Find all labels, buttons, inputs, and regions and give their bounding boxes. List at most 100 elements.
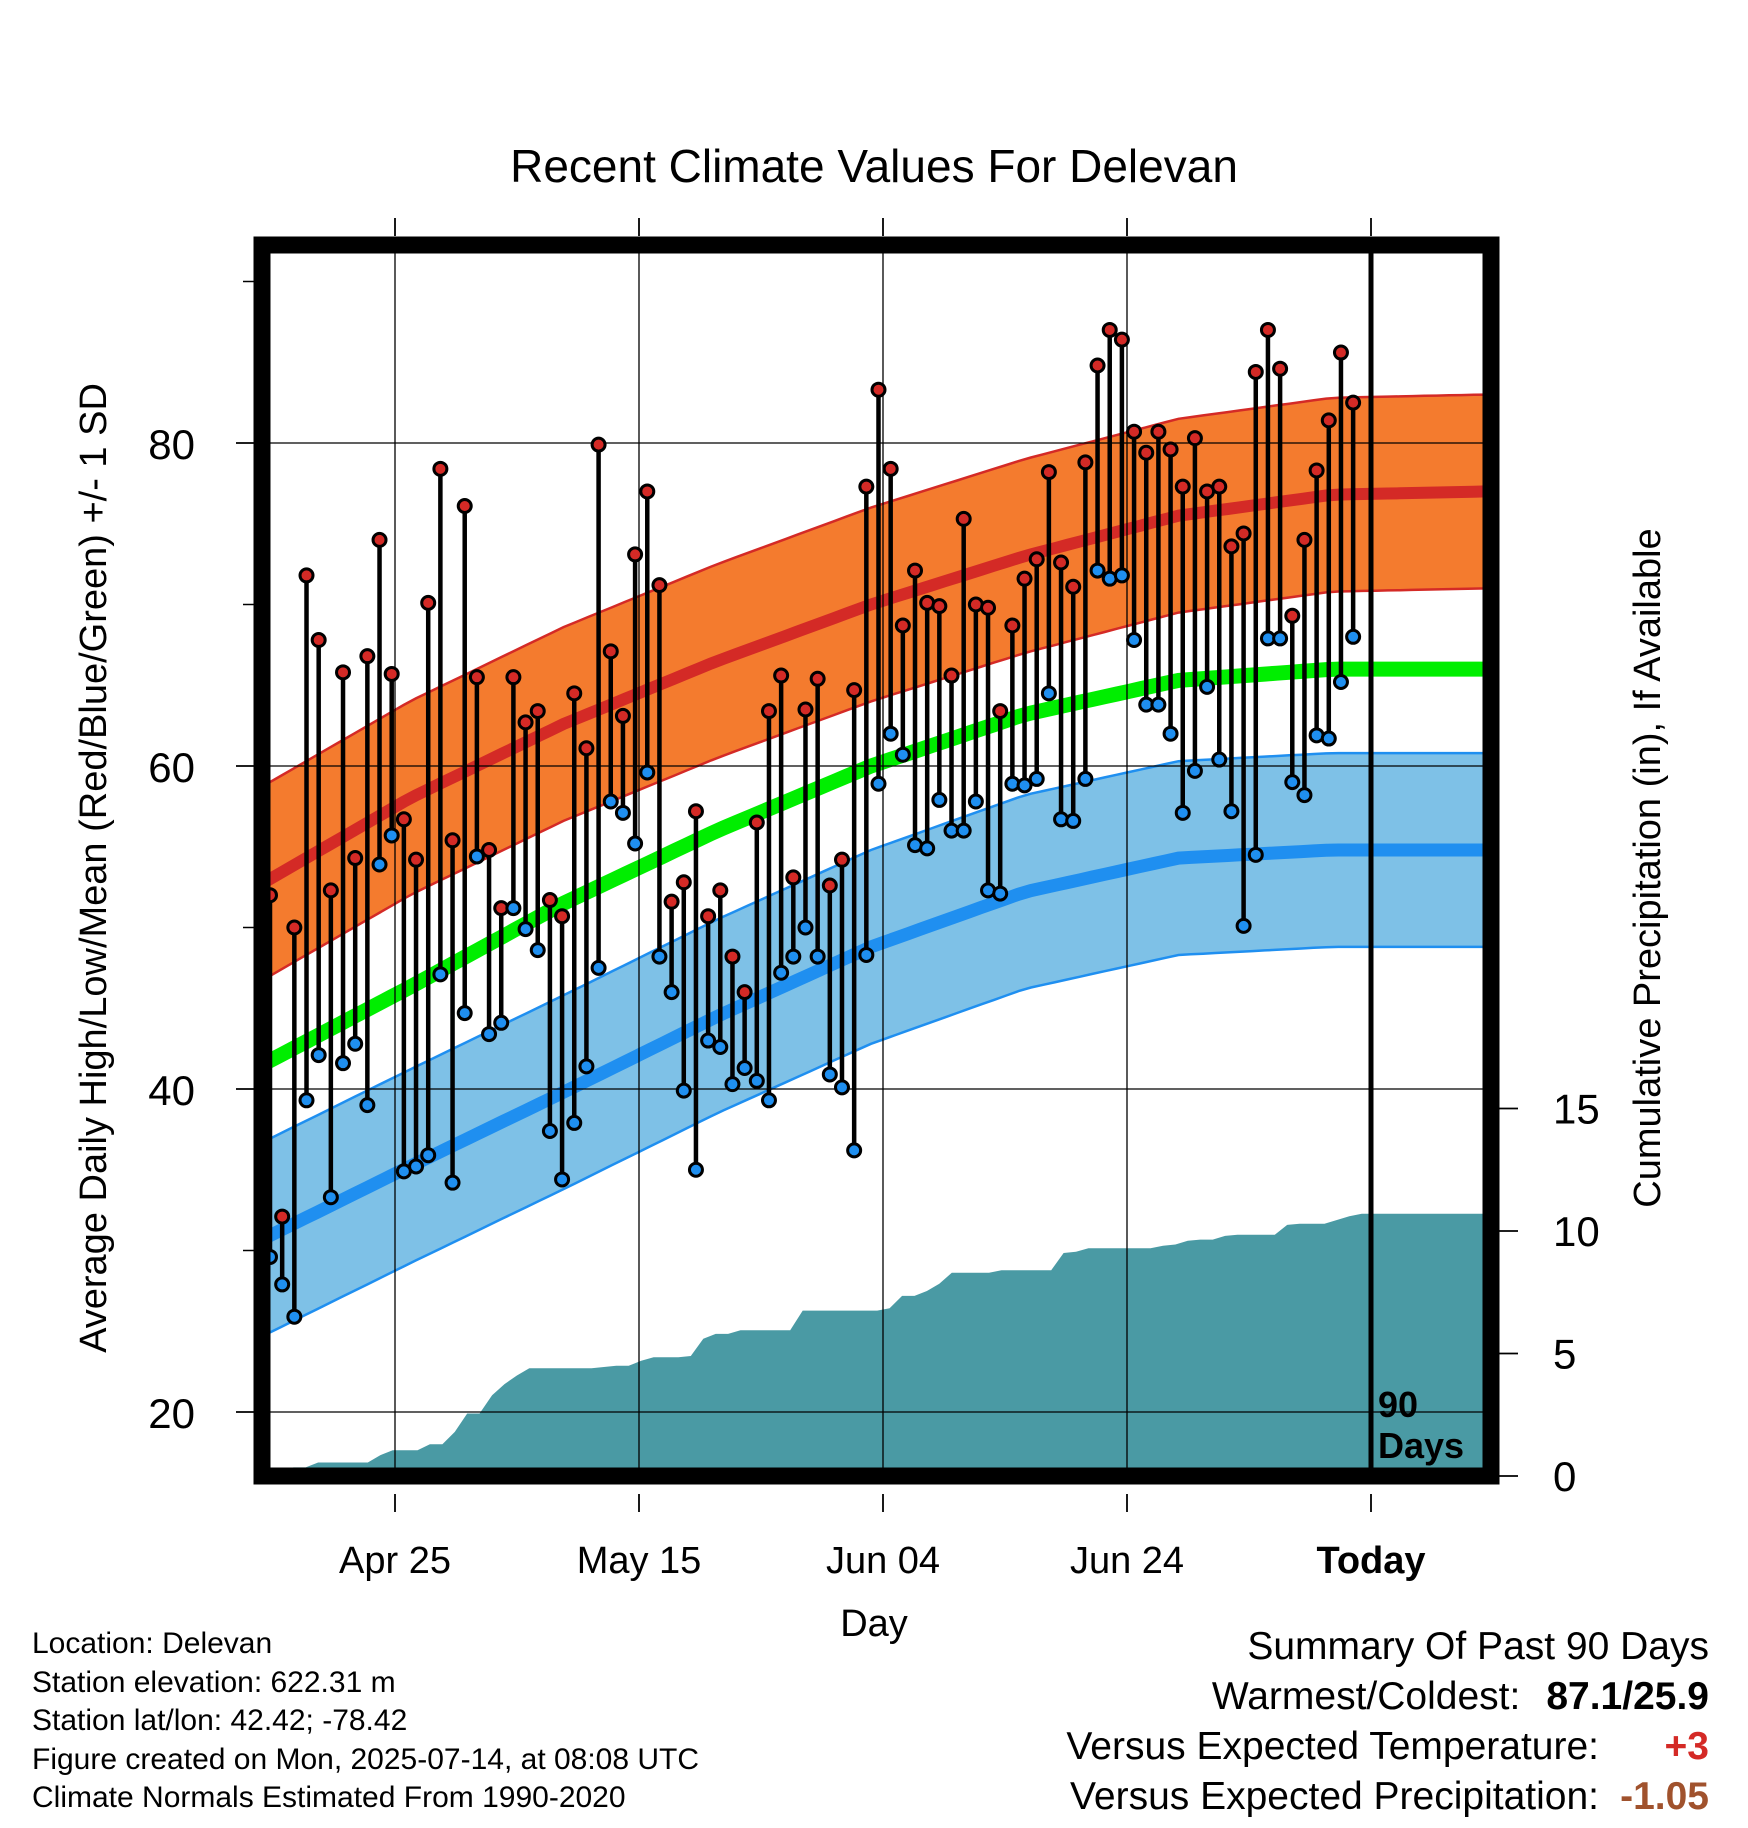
daily-high-point bbox=[651, 577, 668, 594]
daily-low-point bbox=[700, 1032, 717, 1049]
daily-high-point bbox=[298, 567, 315, 584]
daily-low-point bbox=[1272, 630, 1289, 647]
daily-low-point bbox=[967, 793, 984, 810]
daily-low-point bbox=[833, 1079, 850, 1096]
daily-high-point bbox=[286, 919, 303, 936]
today-days-number: 90 bbox=[1378, 1384, 1418, 1425]
precip-area bbox=[256, 1213, 1486, 1476]
summary-warmest-value: 87.1/25.9 bbox=[1546, 1675, 1709, 1718]
daily-low-point bbox=[1040, 685, 1057, 702]
daily-high-point bbox=[1345, 394, 1362, 411]
info-normals: Climate Normals Estimated From 1990-2020 bbox=[32, 1781, 626, 1814]
summary-warmest-row: Warmest/Coldest: 87.1/25.9 bbox=[1066, 1672, 1709, 1722]
daily-low-point bbox=[1247, 846, 1264, 863]
daily-low-point bbox=[687, 1161, 704, 1178]
daily-high-point bbox=[274, 1208, 291, 1225]
daily-high-point bbox=[554, 908, 571, 925]
daily-low-point bbox=[919, 840, 936, 857]
daily-high-point bbox=[833, 851, 850, 868]
daily-low-point bbox=[1345, 628, 1362, 645]
daily-high-point bbox=[1174, 478, 1191, 495]
daily-low-point bbox=[566, 1114, 583, 1131]
daily-low-point bbox=[1235, 917, 1252, 934]
daily-low-point bbox=[675, 1082, 692, 1099]
daily-high-point bbox=[809, 670, 826, 687]
daily-high-point bbox=[566, 685, 583, 702]
daily-low-point bbox=[1065, 812, 1082, 829]
info-location: Location: Delevan bbox=[32, 1627, 273, 1660]
y2-tick-label: 0 bbox=[1553, 1453, 1576, 1500]
daily-high-point bbox=[1259, 321, 1276, 338]
daily-high-point bbox=[1138, 444, 1155, 461]
daily-high-point bbox=[1284, 607, 1301, 624]
daily-low-point bbox=[870, 775, 887, 792]
daily-high-point bbox=[456, 497, 473, 514]
daily-high-point bbox=[1332, 344, 1349, 361]
daily-low-point bbox=[420, 1147, 437, 1164]
daily-high-point bbox=[894, 617, 911, 634]
daily-low-point bbox=[663, 984, 680, 1001]
daily-high-point bbox=[1150, 423, 1167, 440]
daily-low-point bbox=[335, 1055, 352, 1072]
daily-low-point bbox=[347, 1035, 364, 1052]
daily-high-point bbox=[310, 632, 327, 649]
daily-low-point bbox=[1332, 674, 1349, 691]
daily-high-point bbox=[1186, 430, 1203, 447]
daily-high-point bbox=[870, 381, 887, 398]
daily-low-point bbox=[821, 1066, 838, 1083]
daily-low-point bbox=[286, 1308, 303, 1325]
x-tick-label: Jun 24 bbox=[1070, 1540, 1184, 1582]
daily-high-point bbox=[1040, 464, 1057, 481]
daily-high-point bbox=[1053, 554, 1070, 571]
daily-high-point bbox=[359, 648, 376, 665]
daily-low-point bbox=[578, 1058, 595, 1075]
daily-high-point bbox=[347, 850, 364, 867]
daily-low-point bbox=[1199, 678, 1216, 695]
daily-low-point bbox=[614, 804, 631, 821]
daily-low-point bbox=[529, 942, 546, 959]
daily-low-point bbox=[1126, 632, 1143, 649]
daily-high-point bbox=[907, 562, 924, 579]
daily-high-point bbox=[1089, 357, 1106, 374]
daily-low-point bbox=[748, 1072, 765, 1089]
daily-low-point bbox=[1077, 770, 1094, 787]
daily-high-point bbox=[846, 682, 863, 699]
daily-low-point bbox=[1089, 562, 1106, 579]
daily-low-point bbox=[1016, 777, 1033, 794]
daily-high-point bbox=[943, 667, 960, 684]
daily-high-point bbox=[481, 841, 498, 858]
daily-high-point bbox=[335, 664, 352, 681]
daily-high-point bbox=[383, 665, 400, 682]
daily-high-point bbox=[992, 703, 1009, 720]
y2-tick-label: 10 bbox=[1553, 1208, 1600, 1255]
info-elevation: Station elevation: 622.31 m bbox=[32, 1665, 396, 1699]
daily-high-point bbox=[700, 908, 717, 925]
daily-low-point bbox=[383, 827, 400, 844]
plot-frame bbox=[253, 236, 1500, 1485]
daily-high-point bbox=[980, 599, 997, 616]
daily-high-point bbox=[1004, 617, 1021, 634]
y2-axis-label: Cumulative Precipitation (in), If Availa… bbox=[1627, 528, 1669, 1207]
daily-low-point bbox=[408, 1158, 425, 1175]
daily-low-point bbox=[724, 1076, 741, 1093]
daily-low-point bbox=[627, 835, 644, 852]
daily-low-point bbox=[432, 966, 449, 983]
daily-low-point bbox=[955, 822, 972, 839]
daily-low-point bbox=[858, 946, 875, 963]
daily-low-point bbox=[444, 1174, 461, 1191]
daily-high-point bbox=[675, 874, 692, 891]
daily-low-point bbox=[298, 1092, 315, 1109]
daily-high-point bbox=[322, 882, 339, 899]
daily-high-point bbox=[578, 740, 595, 757]
daily-high-point bbox=[1308, 462, 1325, 479]
y-tick-label: 80 bbox=[148, 421, 195, 468]
station-info: Location: Delevan Station elevation: 622… bbox=[32, 1625, 699, 1818]
daily-low-point bbox=[274, 1276, 291, 1293]
daily-low-point bbox=[712, 1039, 729, 1056]
y-tick-label: 20 bbox=[148, 1390, 195, 1437]
daily-low-point bbox=[736, 1060, 753, 1077]
daily-high-point bbox=[602, 643, 619, 660]
daily-high-point bbox=[821, 877, 838, 894]
daily-high-point bbox=[590, 436, 607, 453]
